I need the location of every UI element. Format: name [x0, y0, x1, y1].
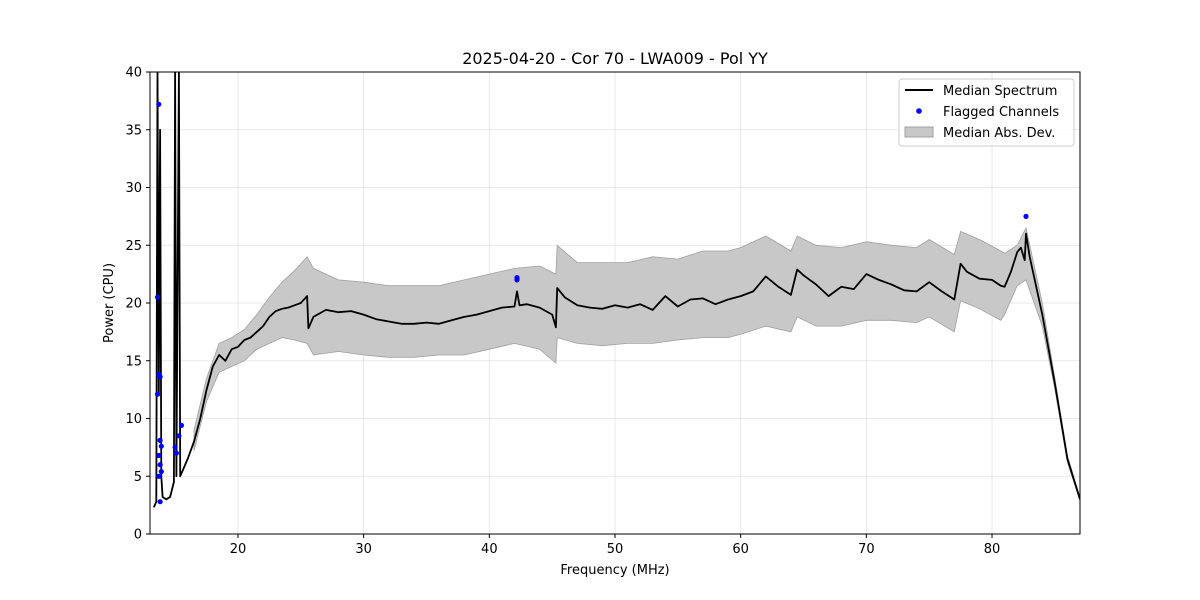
x-axis-label: Frequency (MHz) [560, 563, 669, 578]
y-tick-label: 25 [125, 239, 142, 254]
flagged-channel-point [154, 294, 161, 300]
median-spectrum-line [152, 72, 1080, 508]
legend-mad-swatch [904, 126, 934, 138]
flagged-channels-points [154, 101, 1029, 505]
y-axis-label: Power (CPU) [102, 263, 117, 343]
flagged-channel-point [157, 437, 163, 443]
y-tick-label: 40 [125, 66, 142, 81]
flagged-channel-point [157, 499, 163, 505]
x-tick-label: 30 [355, 542, 372, 557]
y-tick-label: 10 [125, 412, 142, 427]
flagged-channel-point [514, 277, 520, 283]
flagged-channel-point [156, 452, 162, 459]
x-tick-label: 60 [732, 542, 749, 557]
y-tick-label: 30 [125, 181, 142, 196]
flagged-channel-point [157, 462, 163, 468]
flagged-channel-point [173, 450, 179, 456]
median-abs-dev-band [193, 226, 1080, 501]
flagged-channel-point [158, 443, 164, 449]
y-tick-label: 0 [134, 528, 142, 543]
legend: Median Spectrum Flagged Channels Median … [898, 78, 1075, 147]
legend-box [898, 78, 1075, 147]
flagged-channel-point [157, 374, 163, 380]
y-tick-label: 35 [125, 123, 142, 138]
flagged-channel-point [156, 473, 162, 479]
x-tick-label: 70 [858, 542, 875, 557]
flagged-channel-point [1023, 213, 1029, 219]
flagged-channel-point [154, 391, 161, 397]
legend-median-label: Median Spectrum [943, 84, 1057, 99]
flagged-channel-point [158, 469, 164, 475]
flagged-channel-point [156, 101, 162, 107]
x-tick-label: 80 [984, 542, 1001, 557]
chart-title: 2025-04-20 - Cor 70 - LWA009 - Pol YY [462, 49, 768, 68]
x-tick-label: 40 [481, 542, 498, 557]
flagged-channel-point [176, 433, 182, 439]
x-tick-label: 50 [607, 542, 624, 557]
flagged-channel-point [172, 444, 178, 450]
x-tick-label: 20 [230, 542, 247, 557]
y-axis-ticks: 0 5 10 15 20 25 30 35 40 [125, 66, 150, 543]
legend-flagged-swatch [916, 108, 922, 114]
y-tick-label: 15 [125, 354, 142, 369]
flagged-channel-point [178, 422, 184, 428]
legend-mad-label: Median Abs. Dev. [943, 126, 1055, 141]
plot-area [152, 72, 1080, 508]
legend-flagged-label: Flagged Channels [943, 105, 1059, 120]
y-tick-label: 5 [134, 470, 142, 485]
y-tick-label: 20 [125, 297, 142, 312]
x-axis-ticks: 20 30 40 50 60 70 80 [230, 534, 1001, 557]
